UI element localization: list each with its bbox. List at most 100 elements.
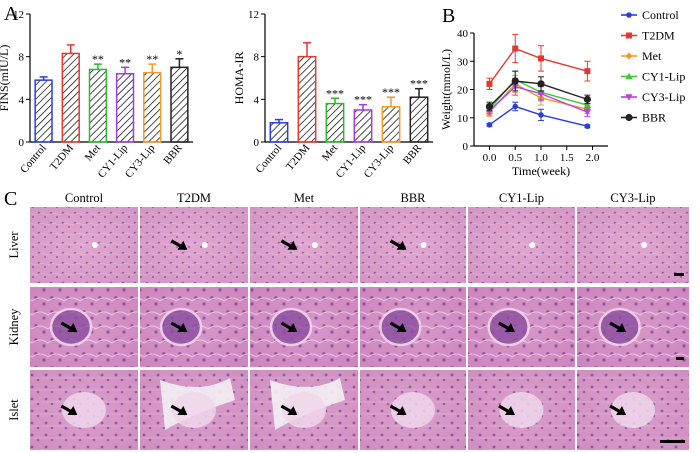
row-header: Kidney — [7, 308, 21, 346]
data-point — [625, 52, 633, 60]
data-point — [485, 102, 494, 111]
column-header: CY3-Lip — [610, 191, 655, 205]
bar-t2dm — [61, 52, 80, 143]
scale-bar — [660, 440, 685, 443]
data-point — [537, 80, 545, 88]
legend-label: CY1-Lip — [642, 70, 685, 84]
bar-bbr — [170, 66, 189, 143]
y-axis-title: FINS(mIU/L) — [0, 45, 11, 112]
arrow-head — [287, 406, 298, 415]
micrograph-tile — [140, 287, 248, 367]
y-tick-label: 10 — [457, 113, 469, 125]
islet — [172, 392, 216, 428]
y-tick-label: 20 — [457, 85, 469, 97]
significance-label: *** — [382, 85, 400, 99]
micrograph-tile — [360, 287, 466, 367]
x-tick-label: BBR — [161, 142, 185, 167]
significance-label: *** — [410, 77, 428, 91]
series-line — [488, 85, 588, 113]
arrow-head — [396, 406, 407, 415]
arrow-head — [177, 240, 188, 250]
row-header: Islet — [7, 399, 21, 421]
islet — [391, 392, 435, 428]
row-header: Liver — [7, 231, 21, 259]
data-point — [625, 72, 633, 80]
legend-label: T2DM — [642, 29, 675, 43]
y-tick-label: 0 — [254, 137, 260, 149]
bar-control — [269, 122, 289, 143]
micrograph-tile — [250, 207, 358, 283]
central-vein — [420, 242, 427, 248]
series-control — [486, 101, 591, 130]
arrow-icon — [170, 404, 188, 416]
micrograph-tile — [360, 207, 466, 283]
data-point — [625, 94, 633, 101]
islet — [282, 392, 326, 428]
islet — [611, 392, 655, 428]
data-point — [512, 103, 519, 110]
y-tick-label: 8 — [254, 52, 260, 64]
data-point — [583, 109, 591, 116]
arrow-head — [177, 323, 188, 332]
histology-grid: Control T2DM Met BBR CY1-Lip CY3-Lip Liver Kidn… — [7, 191, 689, 450]
central-vein — [529, 242, 536, 248]
legend: Control T2DM Met CY1-Lip CY3-Lip BBR — [621, 8, 685, 125]
y-tick-label: 8 — [19, 52, 25, 64]
y-tick-label: 4 — [19, 94, 25, 106]
micrograph-tile — [30, 207, 138, 283]
data-point — [486, 122, 493, 128]
arrow-head — [616, 323, 627, 332]
x-tick-label: 0.5 — [508, 152, 522, 164]
scale-bar — [674, 273, 684, 276]
micrograph-tile — [577, 370, 689, 450]
data-point — [538, 55, 544, 62]
arrow-icon — [60, 404, 78, 416]
data-point — [511, 77, 519, 85]
bar-cy1-lip — [353, 109, 373, 143]
arrow-icon — [609, 404, 627, 416]
arrow-icon — [170, 239, 188, 251]
arrow-icon — [60, 321, 78, 333]
series-line — [488, 80, 588, 107]
tissue-tint — [140, 207, 248, 283]
micrograph-tile — [468, 207, 575, 283]
x-tick-label: BBR — [401, 142, 425, 167]
arrow-icon — [280, 404, 298, 416]
arrow-head — [396, 240, 407, 250]
legend-label: CY3-Lip — [642, 90, 685, 104]
data-point — [626, 12, 632, 18]
x-tick-label: T2DM — [284, 142, 313, 173]
significance-label: ** — [92, 52, 104, 66]
tissue-tint — [250, 207, 358, 283]
significance-label: *** — [354, 93, 372, 107]
data-point — [537, 90, 545, 98]
y-tick-label: 30 — [457, 56, 469, 68]
y-axis-title: HOMA-IR — [232, 52, 246, 105]
series-line — [488, 47, 588, 85]
micrograph-tile — [577, 287, 689, 367]
y-axis-title: Weight(mmol/L) — [439, 49, 453, 130]
data-point — [625, 113, 633, 122]
bar-met — [325, 102, 345, 143]
tissue-tint — [30, 207, 138, 283]
central-vein — [91, 242, 98, 248]
legend-label: BBR — [642, 111, 666, 125]
central-vein — [201, 242, 208, 248]
y-tick-label: 0 — [463, 141, 469, 153]
arrow-icon — [609, 321, 627, 333]
bar-cy3-lip — [381, 106, 401, 143]
micrograph-tile — [250, 370, 358, 450]
islet — [499, 392, 544, 428]
x-tick-label: 1.5 — [560, 152, 574, 164]
series-t2dm — [486, 33, 591, 90]
bar-control — [34, 79, 53, 143]
data-point — [583, 101, 591, 108]
data-point — [584, 123, 591, 130]
significance-label: * — [176, 47, 182, 61]
panel-letter-b: B — [442, 5, 455, 27]
bar-met — [88, 68, 108, 143]
legend-label: Met — [642, 49, 662, 63]
y-tick-label: 12 — [248, 9, 259, 21]
legend-label: Control — [642, 8, 679, 22]
